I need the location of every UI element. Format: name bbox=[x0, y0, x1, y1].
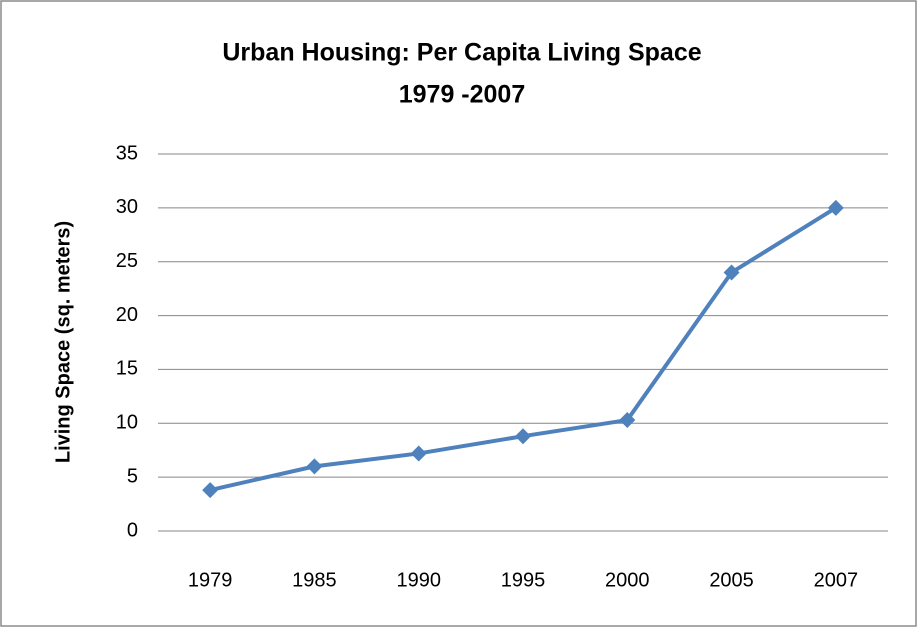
chart-subtitle: 1979 -2007 bbox=[399, 81, 526, 109]
x-tick-label: 1985 bbox=[292, 569, 337, 591]
data-marker bbox=[827, 199, 844, 216]
x-tick-label: 2000 bbox=[605, 569, 650, 591]
data-marker bbox=[723, 264, 740, 281]
x-tick-label: 1995 bbox=[501, 569, 546, 591]
x-tick-label: 1990 bbox=[396, 569, 441, 591]
x-tick-label: 1979 bbox=[188, 569, 233, 591]
y-tick-label: 30 bbox=[116, 196, 138, 218]
data-marker bbox=[410, 445, 427, 462]
y-tick-label: 10 bbox=[116, 412, 138, 434]
y-axis-title: Living Space (sq. meters) bbox=[52, 221, 74, 463]
y-tick-label: 5 bbox=[127, 465, 138, 487]
data-marker bbox=[515, 428, 531, 445]
data-marker bbox=[306, 458, 323, 475]
data-marker bbox=[202, 482, 219, 499]
x-tick-label: 2005 bbox=[709, 569, 754, 591]
data-marker bbox=[619, 412, 636, 429]
y-tick-label: 15 bbox=[116, 358, 138, 380]
x-tick-label: 2007 bbox=[814, 569, 859, 591]
chart-title: Urban Housing: Per Capita Living Space bbox=[222, 39, 701, 67]
y-tick-label: 25 bbox=[116, 250, 138, 272]
y-tick-label: 0 bbox=[127, 519, 138, 541]
y-tick-label: 20 bbox=[116, 304, 138, 326]
y-tick-label: 35 bbox=[116, 142, 138, 164]
